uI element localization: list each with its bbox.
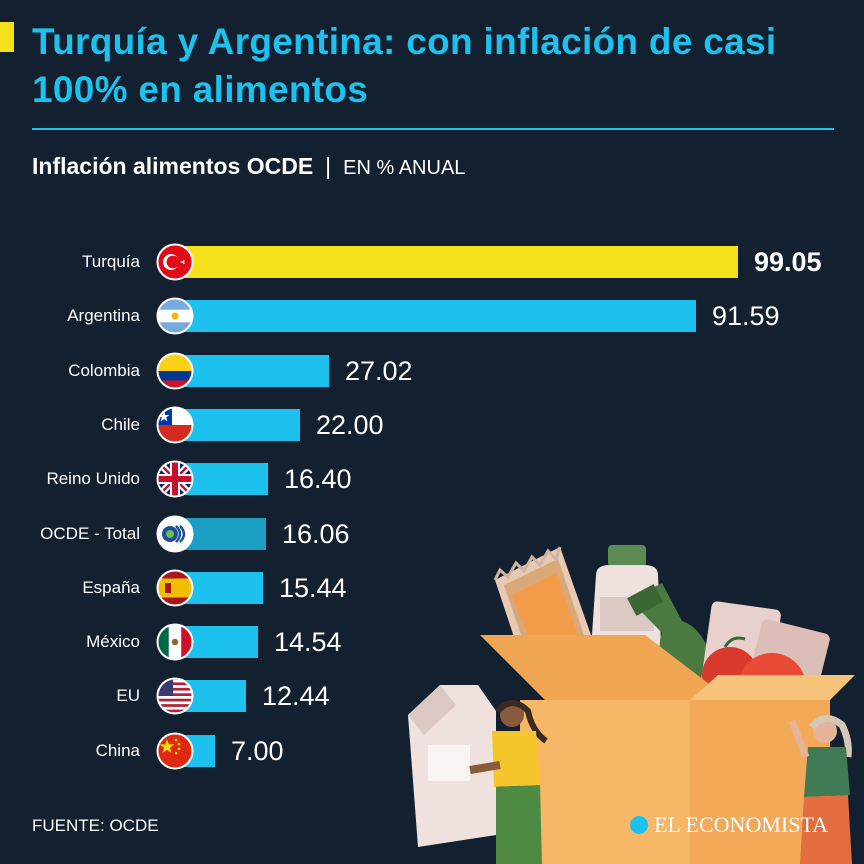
- spain-flag-icon: [156, 569, 194, 607]
- value-label: 16.06: [282, 518, 350, 549]
- oecd-logo-icon: [156, 515, 194, 553]
- mexico-flag-icon: [156, 623, 194, 661]
- brand-logo: EL ECONOMISTA: [630, 812, 828, 838]
- source-note: FUENTE: OCDE: [32, 816, 159, 835]
- category-label: España: [82, 577, 140, 597]
- category-label: Chile: [101, 414, 140, 434]
- value-label: 99.05: [754, 247, 822, 277]
- chart-subtitle: Inflación alimentos OCDE | EN % ANUAL: [32, 150, 465, 184]
- title-accent-bar: [0, 22, 14, 52]
- colombia-flag-icon: [156, 352, 194, 390]
- argentina-flag-icon: [156, 297, 194, 335]
- person-illustration: [788, 715, 852, 864]
- usa-flag-icon: [156, 677, 194, 715]
- value-label: 27.02: [345, 355, 413, 386]
- globe-icon: [630, 816, 648, 834]
- bar: [175, 408, 300, 441]
- brand-name: EL ECONOMISTA: [654, 812, 829, 837]
- value-label: 22.00: [316, 409, 384, 440]
- value-label: 15.44: [279, 572, 347, 603]
- grocery-box-illustration: [408, 545, 855, 864]
- category-label: Colombia: [68, 360, 140, 380]
- milk-carton-icon: [408, 685, 496, 847]
- value-label: 12.44: [262, 681, 330, 712]
- category-label: EU: [116, 686, 140, 706]
- value-label: 14.54: [274, 627, 342, 658]
- uk-flag-icon: [156, 460, 194, 498]
- turkey-flag-icon: [156, 243, 194, 281]
- category-label: OCDE - Total: [40, 523, 140, 543]
- value-label: 91.59: [712, 301, 780, 332]
- category-label: China: [95, 740, 140, 760]
- bar: [175, 300, 696, 333]
- page-title: Turquía y Argentina: con inflación de ca…: [32, 21, 777, 110]
- category-label: México: [86, 632, 140, 652]
- value-label: 16.40: [284, 464, 352, 495]
- person-illustration: [469, 700, 548, 864]
- bar: [175, 246, 738, 278]
- category-label: Reino Unido: [46, 469, 140, 489]
- category-label: Argentina: [67, 306, 140, 326]
- subtitle-separator: |: [325, 153, 332, 179]
- category-label: Turquía: [82, 252, 140, 271]
- value-label: 7.00: [231, 735, 284, 766]
- bar: [175, 354, 329, 387]
- chile-flag-icon: [156, 406, 194, 444]
- china-flag-icon: [156, 732, 194, 770]
- chart-subtitle-text: Inflación alimentos OCDE: [32, 153, 314, 179]
- title-divider: [32, 128, 834, 130]
- chart-unit: EN % ANUAL: [343, 157, 466, 179]
